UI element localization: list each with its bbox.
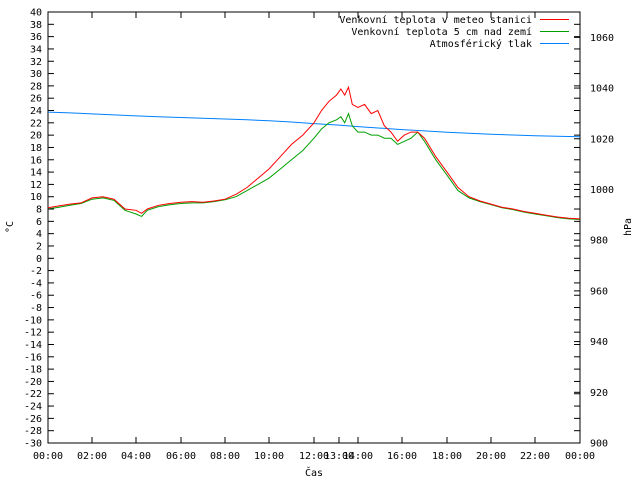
y-left-tick-label: -14 xyxy=(24,340,42,351)
series-line-0 xyxy=(47,85,581,220)
y-left-tick-label: 22 xyxy=(30,118,42,129)
y-left-tick-label: 26 xyxy=(30,94,42,105)
x-tick-label: 13:00 xyxy=(324,451,354,462)
y-left-tick-label: 40 xyxy=(30,8,42,19)
y-left-tick-label: -4 xyxy=(30,278,42,289)
y-left-tick-label: -12 xyxy=(24,328,42,339)
y-left-tick-label: -24 xyxy=(24,402,42,413)
y-left-tick-label: -18 xyxy=(24,365,42,376)
y-axis-right-label: hPa xyxy=(623,218,634,236)
x-tick-label: 02:00 xyxy=(77,451,107,462)
x-tick-label: 22:00 xyxy=(520,451,550,462)
x-tick-label: 06:00 xyxy=(166,451,196,462)
y-right-tick-label: 960 xyxy=(590,286,608,297)
y-left-tick-label: 18 xyxy=(30,143,42,154)
x-tick-label: 12:00 xyxy=(299,451,329,462)
y-left-tick-label: -8 xyxy=(30,303,42,314)
plot-frame xyxy=(47,11,581,444)
y-left-tick-label: -28 xyxy=(24,426,42,437)
legend: Venkovní teplota v meteo staniciVenkovní… xyxy=(339,14,569,50)
legend-label: Venkovní teplota 5 cm nad zemí xyxy=(351,26,532,38)
y-right-tick-label: 980 xyxy=(590,236,608,247)
y-left-tick-label: 2 xyxy=(36,241,42,252)
y-axis-left-label: °C xyxy=(5,221,16,233)
y-left-tick-label: 30 xyxy=(30,69,42,80)
y-left-tick-label: 10 xyxy=(30,192,42,203)
y-left-tick-label: 36 xyxy=(30,32,42,43)
y-left-tick-label: 28 xyxy=(30,81,42,92)
y-left-tick-label: -2 xyxy=(30,266,42,277)
x-tick-label: 08:00 xyxy=(210,451,240,462)
x-tick-label: 14:00 xyxy=(343,451,373,462)
y-left-tick-label: -6 xyxy=(30,291,42,302)
y-left-tick-label: 12 xyxy=(30,180,42,191)
y-right-tick-label: 1060 xyxy=(590,33,614,44)
y-left-tick-label: -22 xyxy=(24,389,42,400)
x-tick-label: 04:00 xyxy=(121,451,151,462)
y-right-tick-label: 1000 xyxy=(590,185,614,196)
legend-label: Atmosférický tlak xyxy=(430,38,532,50)
y-left-tick-label: 6 xyxy=(36,217,42,228)
y-left-tick-label: 34 xyxy=(30,44,42,55)
y-right-tick-label: 1020 xyxy=(590,134,614,145)
y-right-tick-label: 940 xyxy=(590,337,608,348)
y-left-tick-label: 20 xyxy=(30,131,42,142)
y-left-tick-label: 14 xyxy=(30,168,42,179)
y-left-tick-label: 32 xyxy=(30,57,42,68)
y-right-tick-label: 920 xyxy=(590,388,608,399)
x-tick-label: 00:00 xyxy=(565,451,595,462)
y-left-tick-label: 24 xyxy=(30,106,42,117)
y-left-tick-label: 38 xyxy=(30,20,42,31)
y-left-tick-label: -26 xyxy=(24,414,42,425)
y-left-tick-label: -16 xyxy=(24,352,42,363)
x-axis-label: Čas xyxy=(305,466,323,479)
series-line-1 xyxy=(47,112,581,220)
y-left-tick-label: -20 xyxy=(24,377,42,388)
y-left-tick-label: 0 xyxy=(36,254,42,265)
y-right-tick-label: 900 xyxy=(590,439,608,450)
y-left-tick-label: -30 xyxy=(24,439,42,450)
legend-label: Venkovní teplota v meteo stanici xyxy=(339,14,532,26)
y-right-tick-label: 1040 xyxy=(590,84,614,95)
y-left-tick-label: 16 xyxy=(30,155,42,166)
y-left-tick-label: 8 xyxy=(36,205,42,216)
x-tick-label: 20:00 xyxy=(476,451,506,462)
x-tick-label: 16:00 xyxy=(387,451,417,462)
y-left-tick-label: 4 xyxy=(36,229,42,240)
x-tick-label: 18:00 xyxy=(432,451,462,462)
x-tick-label: 10:00 xyxy=(254,451,284,462)
x-tick-label: 00:00 xyxy=(33,451,63,462)
series-line-2 xyxy=(47,111,581,138)
y-left-tick-label: -10 xyxy=(24,315,42,326)
